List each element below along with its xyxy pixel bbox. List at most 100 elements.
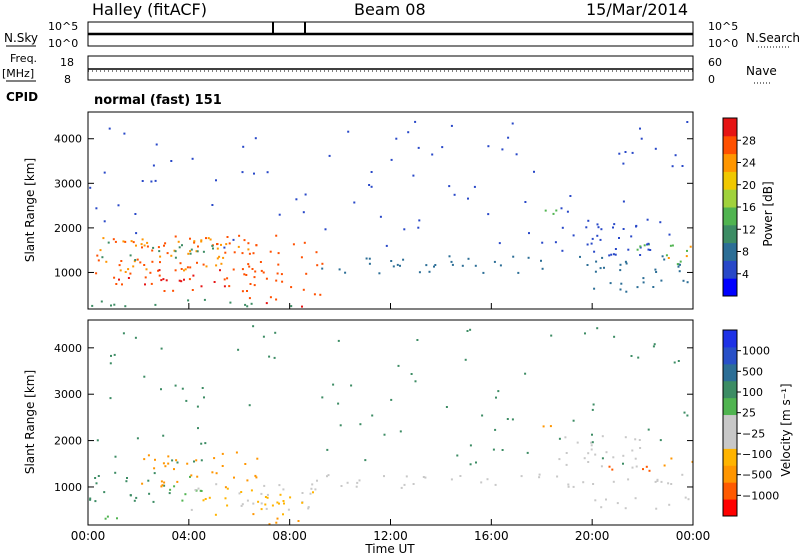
colorbar-segment <box>723 397 737 416</box>
scatter-cell <box>191 289 194 291</box>
scatter-cell <box>612 253 615 256</box>
scatter-cell <box>246 499 249 502</box>
scatter-cell <box>450 260 453 263</box>
velocity-colorbar: 1000 500 100 25 −25 −100 −500 −1000 <box>722 329 779 517</box>
scatter-cell <box>493 260 496 263</box>
scatter-cell <box>282 513 284 516</box>
scatter-cell <box>113 353 116 356</box>
scatter-cell <box>495 396 497 399</box>
scatter-cell <box>302 288 305 291</box>
scatter-cell <box>226 277 229 280</box>
scatter-cell <box>222 256 225 259</box>
scatter-cell <box>631 151 634 154</box>
scatter-cell <box>597 226 600 229</box>
scatter-cell <box>596 327 599 330</box>
scatter-cell <box>157 269 160 272</box>
scatter-cell <box>193 460 195 463</box>
scatter-cell <box>647 248 650 251</box>
scatter-cell <box>176 480 179 483</box>
scatter-cell <box>215 179 217 182</box>
scatter-cell <box>305 272 308 275</box>
scatter-cell <box>223 285 226 288</box>
scatter-cell <box>450 124 453 127</box>
nsearch-label: N.Search <box>746 31 800 45</box>
scatter-cell <box>464 358 467 361</box>
scatter-cell <box>255 244 258 247</box>
scatter-cell <box>89 186 92 189</box>
scatter-cell <box>613 223 616 226</box>
scatter-cell <box>487 145 490 148</box>
scatter-cell <box>599 238 602 241</box>
scatter-cell <box>670 457 673 460</box>
scatter-cell <box>492 448 495 451</box>
scatter-cell <box>593 287 596 290</box>
scatter-cell <box>683 411 686 414</box>
colorbar-segment <box>723 499 737 517</box>
scatter-cell <box>593 250 596 253</box>
scatter-cell <box>219 269 221 272</box>
scatter-cell <box>565 463 568 466</box>
scatter-cell <box>160 485 163 488</box>
scatter-cell <box>91 304 94 307</box>
scatter-cell <box>639 246 642 249</box>
scatter-cell <box>370 171 373 173</box>
scatter-cell <box>250 302 253 305</box>
scatter-cell <box>660 279 663 282</box>
scatter-cell <box>319 293 322 296</box>
scatter-cell <box>399 264 401 267</box>
scatter-cell <box>115 283 118 285</box>
scatter-cell <box>174 256 177 259</box>
scatter-cell <box>89 498 92 501</box>
scatter-cell <box>260 508 263 511</box>
scatter-cell <box>614 248 617 250</box>
scatter-cell <box>433 265 435 268</box>
scatter-cell <box>252 252 255 255</box>
scatter-cell <box>203 298 206 301</box>
scatter-cell <box>167 455 170 458</box>
scatter-cell <box>640 137 643 140</box>
scatter-cell <box>424 476 427 479</box>
scatter-cell <box>652 345 655 348</box>
scatter-cell <box>174 250 177 253</box>
scatter-cell <box>189 250 192 253</box>
scatter-cell <box>451 263 454 266</box>
scatter-cell <box>565 452 568 454</box>
scatter-cell <box>624 436 627 439</box>
scatter-cell <box>275 521 278 524</box>
scatter-cell <box>663 258 666 261</box>
scatter-cell <box>218 255 221 258</box>
scatter-cell <box>520 475 523 478</box>
scatter-cell <box>353 201 356 204</box>
scatter-cell <box>247 263 250 266</box>
scatter-cell <box>151 260 154 263</box>
scatter-cell <box>328 154 331 157</box>
scatter-cell <box>241 268 244 271</box>
scatter-cell <box>314 488 317 491</box>
scatter-cell <box>564 436 567 439</box>
scatter-cell <box>175 459 178 462</box>
scatter-cell <box>390 398 393 401</box>
y-tick-label: 1000 <box>54 266 82 279</box>
scatter-cell <box>624 151 627 153</box>
scatter-cell <box>185 399 188 402</box>
scatter-cell <box>600 228 603 231</box>
scatter-cell <box>591 408 594 411</box>
scatter-cell <box>237 348 240 351</box>
velocity-colorbar-label: Velocity [m s⁻¹] <box>779 383 793 476</box>
cpid-label: CPID <box>6 90 38 104</box>
power-scatter <box>89 120 692 308</box>
scatter-cell <box>639 254 642 256</box>
scatter-cell <box>316 479 318 482</box>
scatter-cell <box>371 414 374 417</box>
station-title: Halley (fitACF) <box>92 0 207 19</box>
scatter-cell <box>276 272 279 275</box>
scatter-cell <box>197 427 199 430</box>
scatter-cell <box>244 463 247 465</box>
scatter-cell <box>445 406 448 408</box>
scatter-cell <box>133 260 136 263</box>
scatter-cell <box>301 305 303 308</box>
scatter-cell <box>278 502 280 505</box>
scatter-cell <box>533 170 535 173</box>
colorbar-tick-label: −100 <box>742 448 772 461</box>
cpid-value: normal (fast) 151 <box>94 93 222 108</box>
